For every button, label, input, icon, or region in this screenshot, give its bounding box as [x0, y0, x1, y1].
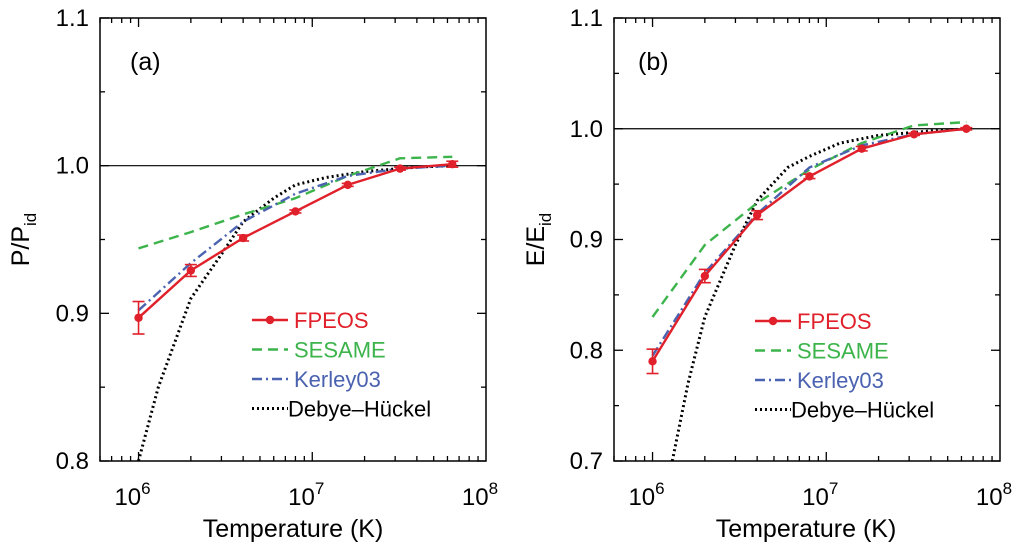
- series-line: [137, 164, 453, 312]
- legend-label: SESAME: [797, 339, 889, 364]
- x-axis-title: Temperature (K): [716, 515, 897, 543]
- legend-label: Debye–Hückel: [791, 398, 934, 423]
- data-point: [186, 266, 196, 275]
- x-tick-base: 10: [802, 484, 829, 511]
- x-tick-base: 10: [114, 484, 141, 511]
- data-point: [648, 357, 657, 366]
- x-tick-label: 107: [802, 479, 838, 511]
- data-point: [962, 124, 971, 133]
- x-tick-base: 10: [976, 484, 1003, 511]
- data-point: [700, 271, 710, 281]
- x-tick-base: 10: [462, 484, 489, 511]
- legend-swatch-marker: [265, 315, 275, 325]
- y-tick-label: 1.0: [56, 153, 89, 180]
- x-axis-ticks: [613, 18, 993, 461]
- x-tick-exponent: 6: [141, 479, 150, 498]
- legend-item: Debye–Hückel: [755, 398, 934, 423]
- y-tick-label: 1.0: [570, 116, 603, 143]
- series-sesame: [651, 120, 967, 318]
- y-tick-label: 0.9: [570, 227, 603, 254]
- data-point: [752, 210, 762, 220]
- y-tick-label: 0.8: [56, 448, 89, 475]
- series-line: [138, 155, 453, 250]
- y-tick-label: 0.8: [570, 337, 603, 364]
- y-axis-title: E/Eid: [522, 213, 555, 267]
- x-tick-label: 108: [462, 479, 498, 511]
- x-tick-base: 10: [628, 484, 655, 511]
- x-tick-exponent: 8: [489, 479, 498, 498]
- y-axis-title-main: P/P: [7, 226, 35, 266]
- x-tick-exponent: 7: [315, 479, 324, 498]
- data-point: [395, 164, 405, 173]
- legend-label: FPEOS: [797, 309, 872, 334]
- y-axis-ticks: [100, 17, 486, 462]
- series-fpeos: [646, 124, 973, 375]
- legend: FPEOS SESAME Kerley03 Debye–Hückel: [755, 309, 934, 423]
- series-line: [137, 163, 453, 319]
- x-tick-label: 107: [288, 479, 324, 511]
- y-tick-label: 0.7: [570, 448, 603, 475]
- series-kerley03: [137, 164, 453, 312]
- x-tick-exponent: 6: [655, 479, 664, 498]
- data-point: [291, 207, 300, 216]
- y-axis-title: P/Pid: [7, 213, 40, 267]
- data-point: [343, 180, 352, 190]
- data-point: [238, 233, 248, 243]
- plot-frame: [99, 17, 487, 462]
- legend-item: FPEOS: [252, 308, 369, 333]
- data-point: [805, 172, 814, 181]
- x-axis-title: Temperature (K): [203, 515, 384, 543]
- x-tick-label: 108: [976, 479, 1012, 511]
- y-axis-title-subscript: id: [536, 213, 555, 226]
- x-tick-exponent: 7: [829, 479, 838, 498]
- x-tick-exponent: 8: [1003, 479, 1012, 498]
- panel-label: (b): [638, 48, 669, 76]
- data-point: [857, 144, 866, 153]
- series-fpeos: [132, 159, 459, 335]
- series-line: [651, 127, 967, 357]
- series-debye-h-ckel: [670, 127, 967, 462]
- legend-label: Kerley03: [294, 367, 381, 392]
- data-point: [134, 313, 143, 322]
- legend-item: SESAME: [755, 339, 889, 364]
- legend-label: SESAME: [294, 338, 386, 363]
- x-tick-label: 106: [628, 479, 664, 511]
- y-axis-title-main: E/E: [522, 226, 550, 266]
- legend-item: Kerley03: [252, 367, 381, 392]
- data-point: [909, 130, 919, 139]
- data-point: [448, 159, 457, 169]
- legend-item: FPEOS: [755, 309, 872, 334]
- series-kerley03: [651, 127, 967, 357]
- legend: FPEOS SESAME Kerley03 Debye–Hückel: [252, 308, 431, 422]
- legend-item: Debye–Hückel: [252, 397, 431, 422]
- y-axis-title-subscript: id: [21, 213, 40, 226]
- y-axis-ticks: [614, 17, 1000, 462]
- legend-label: Kerley03: [797, 368, 884, 393]
- legend-label: FPEOS: [294, 308, 369, 333]
- x-axis-ticks: [99, 18, 479, 461]
- y-tick-label: 1.1: [56, 5, 89, 32]
- legend-label: Debye–Hückel: [288, 397, 431, 422]
- y-tick-label: 1.1: [570, 5, 603, 32]
- series-line: [651, 120, 967, 318]
- legend-item: SESAME: [252, 338, 386, 363]
- series-sesame: [138, 155, 453, 250]
- x-tick-label: 106: [114, 479, 150, 511]
- y-tick-label: 0.9: [56, 300, 89, 327]
- x-tick-base: 10: [288, 484, 315, 511]
- plot-frame: [613, 17, 1001, 462]
- legend-item: Kerley03: [755, 368, 884, 393]
- panel-label: (a): [130, 48, 161, 76]
- series-line: [670, 127, 967, 462]
- legend-swatch-marker: [768, 316, 778, 326]
